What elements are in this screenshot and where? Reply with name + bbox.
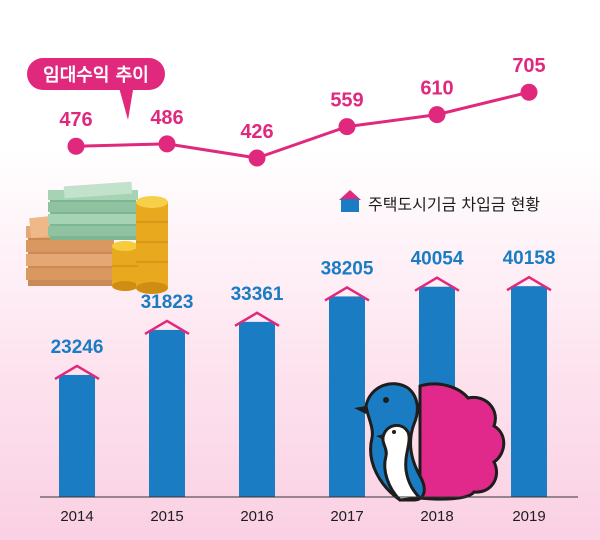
x-tick-label: 2019 (512, 508, 545, 525)
line-point-2019 (520, 83, 538, 101)
line-point-2017 (338, 118, 356, 136)
bar-roof-2019 (506, 275, 552, 292)
line-value-label: 486 (150, 107, 183, 129)
bar-2016 (239, 321, 275, 497)
legend: 주택도시기금 차입금 현황 (339, 190, 540, 214)
legend-label: 주택도시기금 차입금 현황 (368, 195, 540, 214)
coin-stack-icon (112, 196, 168, 294)
line-point-2018 (428, 106, 446, 124)
line-series (75, 90, 530, 160)
bar-roof-2016 (234, 311, 280, 327)
bar-value-label: 33361 (231, 284, 284, 305)
callout-pill (27, 58, 165, 90)
bar-2019 (511, 286, 547, 497)
bar-2015 (149, 329, 185, 497)
bird-logo-icon (354, 382, 506, 502)
x-tick-label: 2016 (240, 508, 273, 525)
bar-roof-2014 (54, 364, 100, 381)
bar-roof-2018 (414, 276, 460, 292)
line-point-2016 (248, 149, 266, 167)
bar-roof-2015 (144, 319, 190, 336)
line-point-2015 (158, 135, 176, 153)
bar-2014 (59, 374, 95, 497)
house-icon (339, 190, 361, 212)
line-chart-callout: 임대수익 추이 (27, 58, 165, 120)
line-value-label: 610 (420, 78, 453, 100)
bar-value-label: 38205 (321, 258, 374, 279)
bar-roof-2017 (324, 285, 370, 302)
line-value-label: 705 (512, 55, 545, 77)
x-tick-label: 2018 (420, 508, 453, 525)
bar-value-label: 23246 (51, 337, 104, 358)
bar-2017 (329, 296, 365, 497)
money-stack-icon (26, 181, 138, 286)
line-value-label: 559 (330, 90, 363, 112)
bar-value-label: 40158 (503, 248, 556, 269)
bar-value-label: 40054 (411, 249, 464, 270)
line-point-2014 (67, 137, 85, 155)
bar-value-label: 31823 (141, 292, 194, 313)
line-value-label: 426 (240, 121, 273, 143)
x-tick-label: 2014 (60, 508, 93, 525)
x-tick-label: 2017 (330, 508, 363, 525)
x-tick-label: 2015 (150, 508, 183, 525)
callout-label: 임대수익 추이 (43, 65, 149, 86)
line-value-label: 476 (59, 109, 92, 131)
